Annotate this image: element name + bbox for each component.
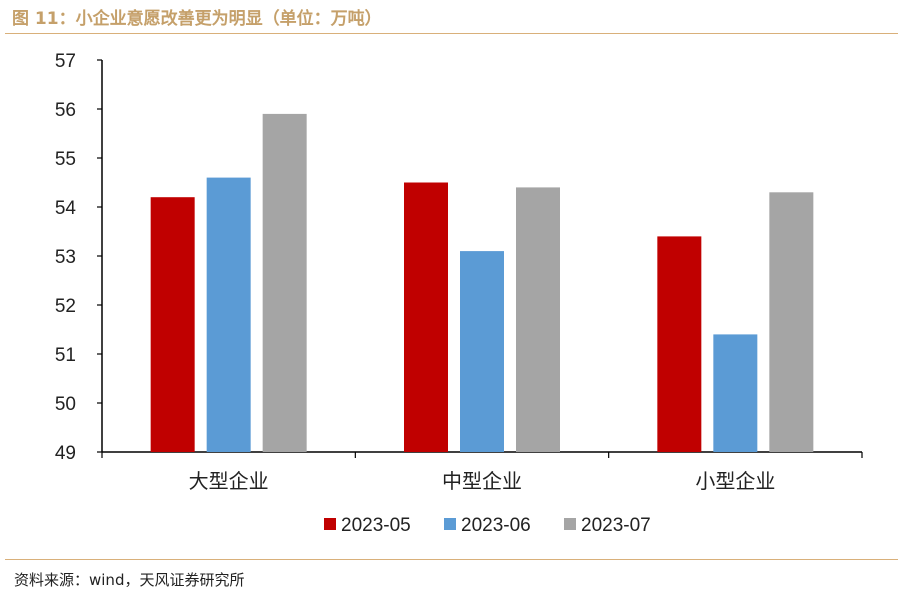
bar-2023-06-大型企业 <box>206 177 251 452</box>
y-tick-label: 49 <box>55 443 76 464</box>
bottom-divider <box>5 559 898 560</box>
bar-2023-05-大型企业 <box>150 197 195 452</box>
legend-swatch <box>564 518 576 530</box>
y-tick-label: 54 <box>55 198 77 219</box>
legend-label: 2023-07 <box>581 515 651 536</box>
top-divider <box>5 33 898 34</box>
y-tick-label: 53 <box>55 247 76 268</box>
x-category-label: 小型企业 <box>695 469 775 493</box>
legend: 2023-05 2023-06 2023-07 <box>324 515 651 536</box>
y-tick-label: 51 <box>55 345 76 366</box>
bar-2023-06-小型企业 <box>713 334 758 452</box>
legend-swatch <box>324 518 336 530</box>
legend-label: 2023-05 <box>341 515 411 536</box>
y-tick-label: 52 <box>55 296 76 317</box>
bar-2023-06-中型企业 <box>460 251 504 452</box>
legend-label: 2023-06 <box>461 515 531 536</box>
y-tick-label: 55 <box>55 149 76 170</box>
bar-2023-07-中型企业 <box>516 187 560 452</box>
legend-swatch <box>444 518 456 530</box>
figure-title: 图 11：小企业意愿改善更为明显（单位：万吨） <box>12 9 382 29</box>
bar-2023-07-小型企业 <box>769 192 814 453</box>
x-category-label: 中型企业 <box>442 469 522 493</box>
y-tick-label: 57 <box>55 51 76 72</box>
y-tick-label: 56 <box>55 100 76 121</box>
source-note: 资料来源：wind，天风证券研究所 <box>14 571 245 589</box>
x-axis: 大型企业 中型企业 小型企业 <box>101 451 863 493</box>
bar-2023-05-小型企业 <box>657 236 702 452</box>
bar-2023-07-大型企业 <box>262 113 307 453</box>
y-tick-label: 50 <box>55 394 76 415</box>
bar-2023-05-中型企业 <box>404 182 448 452</box>
y-axis: 49 50 51 52 53 54 55 56 57 <box>55 51 103 464</box>
bars <box>150 113 814 453</box>
x-category-label: 大型企业 <box>189 469 269 493</box>
